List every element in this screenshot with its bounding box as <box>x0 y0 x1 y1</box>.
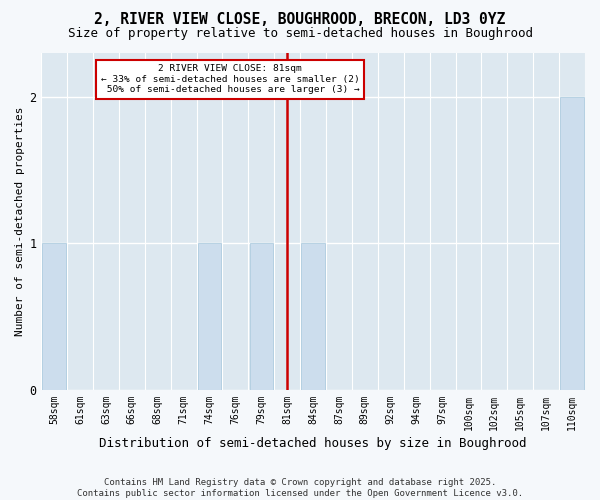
Bar <box>250 243 273 390</box>
Text: Contains HM Land Registry data © Crown copyright and database right 2025.
Contai: Contains HM Land Registry data © Crown c… <box>77 478 523 498</box>
Text: 2 RIVER VIEW CLOSE: 81sqm
← 33% of semi-detached houses are smaller (2)
 50% of : 2 RIVER VIEW CLOSE: 81sqm ← 33% of semi-… <box>101 64 359 94</box>
X-axis label: Distribution of semi-detached houses by size in Boughrood: Distribution of semi-detached houses by … <box>100 437 527 450</box>
Bar <box>301 243 325 390</box>
Bar <box>198 243 221 390</box>
Y-axis label: Number of semi-detached properties: Number of semi-detached properties <box>15 106 25 336</box>
Text: Size of property relative to semi-detached houses in Boughrood: Size of property relative to semi-detach… <box>67 28 533 40</box>
Text: 2, RIVER VIEW CLOSE, BOUGHROOD, BRECON, LD3 0YZ: 2, RIVER VIEW CLOSE, BOUGHROOD, BRECON, … <box>94 12 506 28</box>
Bar <box>560 96 584 390</box>
Bar <box>43 243 66 390</box>
